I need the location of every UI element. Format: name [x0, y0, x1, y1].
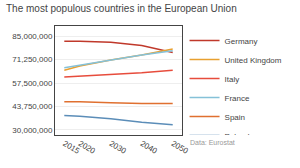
svg-text:43,750,000: 43,750,000: [12, 102, 53, 111]
svg-text:2015: 2015: [61, 139, 81, 156]
svg-text:2030: 2030: [108, 139, 128, 156]
svg-text:2050: 2050: [170, 139, 190, 156]
svg-text:85,000,000: 85,000,000: [12, 32, 53, 41]
svg-text:United Kingdom: United Kingdom: [225, 56, 282, 65]
svg-text:Germany: Germany: [225, 37, 258, 46]
svg-text:2040: 2040: [139, 139, 159, 156]
svg-text:Data: Eurostat: Data: Eurostat: [190, 139, 235, 146]
svg-text:Italy: Italy: [225, 75, 240, 84]
svg-text:Poland: Poland: [225, 132, 250, 135]
svg-text:30,000,000: 30,000,000: [12, 126, 53, 135]
svg-text:2020: 2020: [77, 139, 97, 156]
svg-text:57,500,000: 57,500,000: [12, 79, 53, 88]
svg-text:France: France: [225, 94, 250, 103]
svg-text:Spain: Spain: [225, 113, 245, 122]
svg-text:71,250,000: 71,250,000: [12, 55, 53, 64]
svg-text:The most populous countries in: The most populous countries in the Europ…: [6, 3, 237, 14]
